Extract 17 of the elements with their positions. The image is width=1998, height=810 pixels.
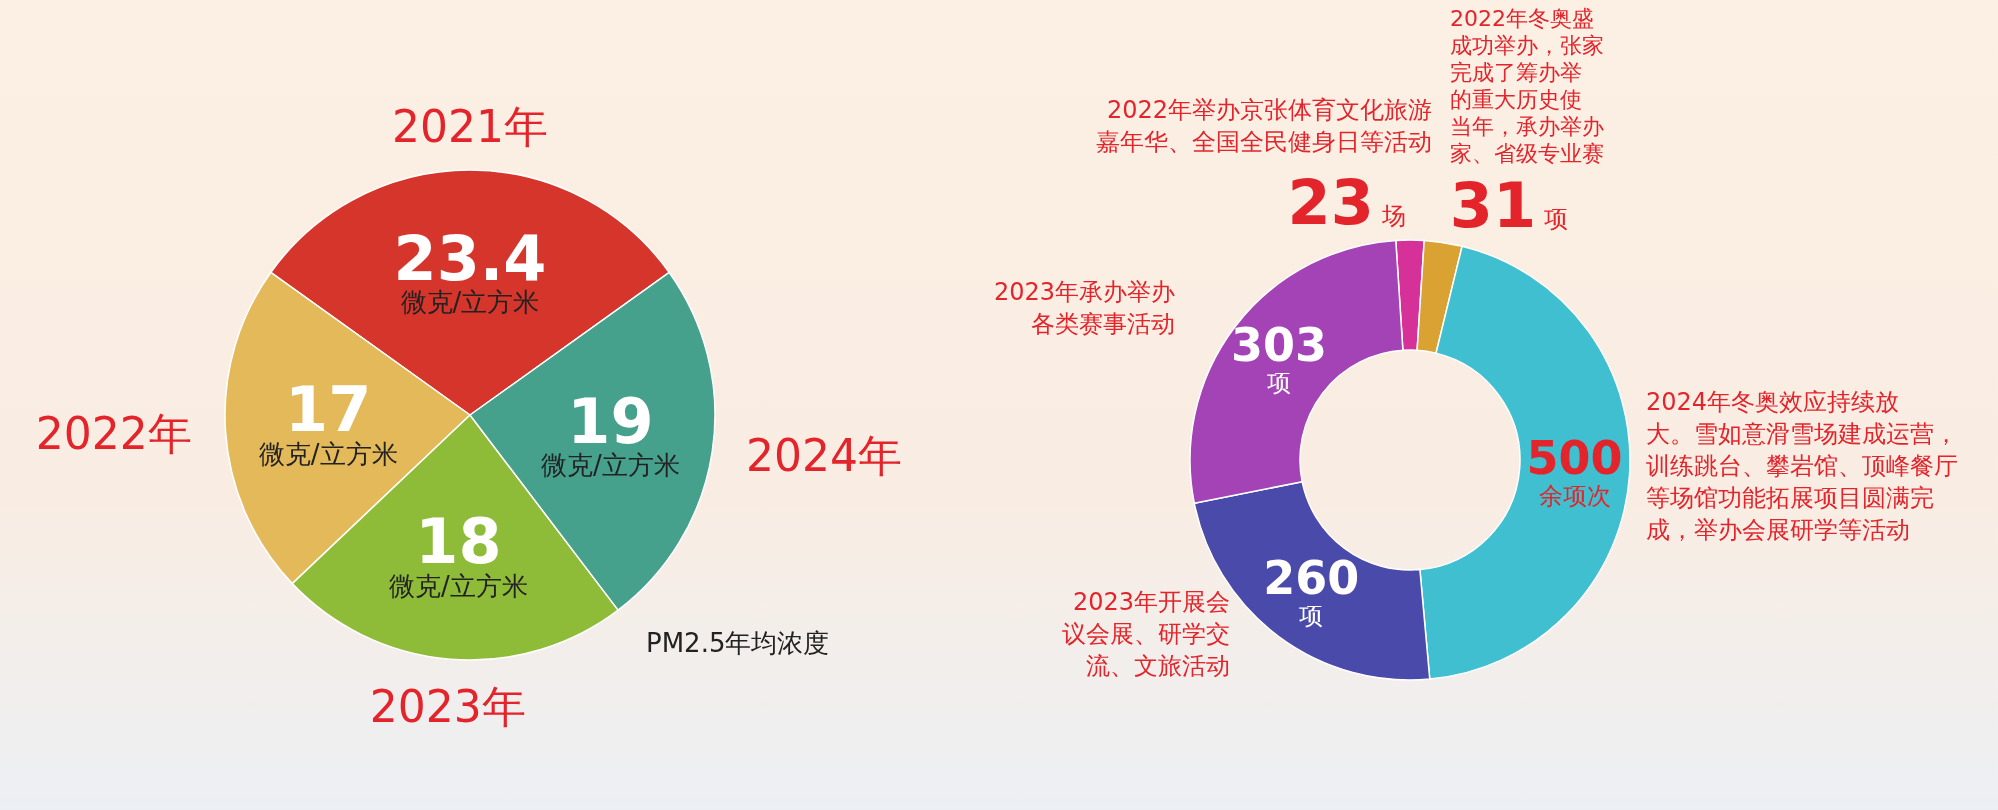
- slice-label: 2023年: [369, 681, 526, 733]
- data-label: 500 余项次: [1526, 431, 1623, 510]
- slice-label: 2021年: [392, 101, 548, 152]
- data-label: 303 项: [1231, 318, 1328, 397]
- slice-label: 2024年冬奥效应持续放大。雪如意滑雪场建成运营，训练跳台、攀岩馆、顶峰餐厅等场馆功能拓展项目圆满完成，举办会展研学等活动: [1646, 388, 1958, 544]
- slice-label: 2022年举办京张体育文化旅游嘉年华、全国全民健身日等活动: [1096, 96, 1432, 156]
- data-label: 17 微克/立方米: [258, 373, 398, 469]
- text: PM2.5年均浓度: [646, 628, 830, 658]
- slice-label: 2023年承办举办各类赛事活动: [993, 278, 1175, 338]
- data-label: 18 微克/立方米: [389, 505, 528, 601]
- data-label: 19 微克/立方米: [541, 384, 680, 481]
- slice-label: 2024年: [745, 430, 902, 482]
- slice-label: 2022年冬奥盛成功举办，张家完成了筹办举的重大历史使当年，承办举办家、省级专业赛: [1450, 6, 1604, 166]
- slice-label: 2023年开展会议会展、研学交流、文旅活动: [1062, 588, 1230, 680]
- data-label: 260 项: [1263, 550, 1360, 630]
- slice-label: 2022年: [35, 408, 192, 460]
- data-label: 23.4 微克/立方米: [393, 221, 547, 317]
